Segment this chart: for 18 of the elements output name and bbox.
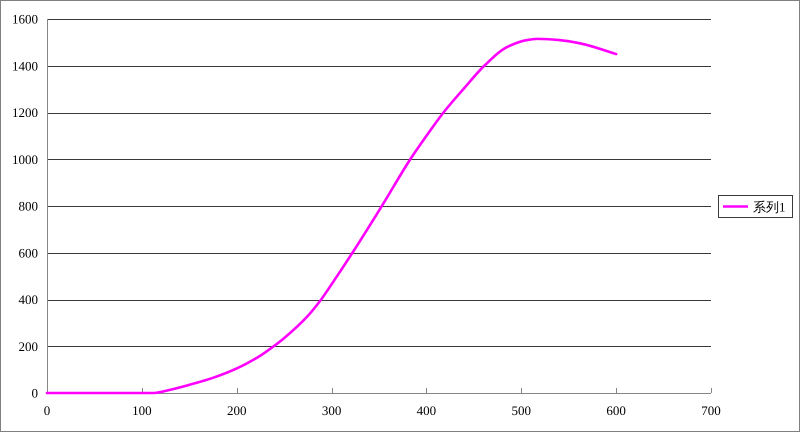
- x-tick-label: 300: [322, 403, 342, 418]
- x-tick-label: 0: [44, 403, 50, 418]
- y-tick-label: 1000: [12, 152, 38, 167]
- legend-label: 系列1: [753, 200, 786, 214]
- x-tick-label: 100: [132, 403, 152, 418]
- y-tick-label: 600: [18, 245, 38, 260]
- x-tick-label: 200: [226, 403, 246, 418]
- y-tick-label: 800: [18, 198, 38, 214]
- x-tick-label: 600: [606, 403, 626, 418]
- x-tick-label: 400: [416, 403, 436, 418]
- y-tick-label: 400: [18, 292, 38, 307]
- x-tick-label: 700: [701, 403, 721, 418]
- y-tick-label: 200: [18, 338, 38, 354]
- y-tick-label: 1600: [12, 12, 38, 26]
- x-tick-label: 500: [512, 403, 532, 418]
- y-tick-label: 1400: [12, 58, 38, 74]
- y-tick-label: 1200: [12, 105, 38, 120]
- y-tick-label: 0: [32, 386, 38, 400]
